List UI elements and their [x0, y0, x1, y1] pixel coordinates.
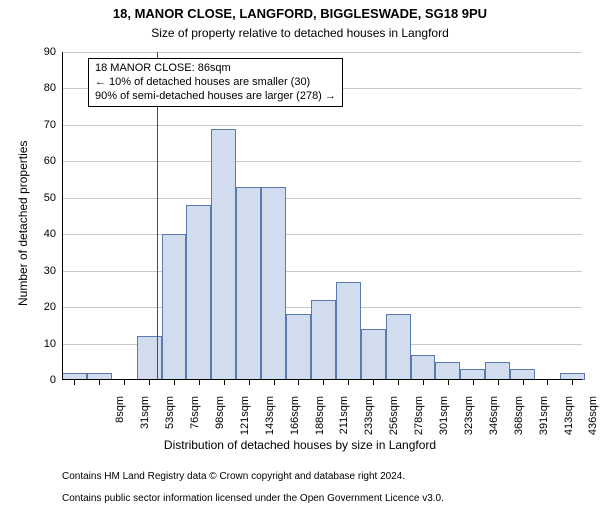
x-tick-mark — [149, 380, 150, 385]
y-tick-label: 0 — [50, 374, 56, 386]
gridline — [62, 125, 582, 126]
x-tick-mark — [99, 380, 100, 385]
histogram-bar — [336, 282, 361, 380]
y-axis-label: Number of detached properties — [16, 141, 30, 306]
x-tick-mark — [74, 380, 75, 385]
x-tick-label: 188sqm — [314, 396, 326, 446]
x-tick-mark — [124, 380, 125, 385]
x-tick-label: 143sqm — [264, 396, 276, 446]
footer-line1: Contains HM Land Registry data © Crown c… — [62, 471, 444, 482]
histogram-plot: 18 MANOR CLOSE: 86sqm ← 10% of detached … — [62, 52, 582, 380]
x-tick-label: 368sqm — [513, 396, 525, 446]
x-tick-mark — [348, 380, 349, 385]
x-tick-mark — [274, 380, 275, 385]
x-tick-mark — [224, 380, 225, 385]
y-tick-label: 60 — [44, 155, 56, 167]
x-tick-mark — [423, 380, 424, 385]
info-line-size: 18 MANOR CLOSE: 86sqm — [95, 62, 336, 76]
x-tick-mark — [323, 380, 324, 385]
x-tick-mark — [174, 380, 175, 385]
x-tick-label: 233sqm — [363, 396, 375, 446]
y-tick-label: 30 — [44, 265, 56, 277]
x-tick-label: 413sqm — [563, 396, 575, 446]
y-tick-label: 90 — [44, 46, 56, 58]
y-tick-label: 10 — [44, 338, 56, 350]
histogram-bar — [211, 129, 236, 380]
x-tick-label: 323sqm — [463, 396, 475, 446]
y-tick-label: 40 — [44, 228, 56, 240]
x-axis-line — [62, 379, 582, 380]
histogram-bar — [186, 205, 211, 380]
histogram-bar — [162, 234, 187, 380]
x-tick-label: 278sqm — [413, 396, 425, 446]
x-tick-label: 436sqm — [587, 396, 599, 446]
gridline — [62, 234, 582, 235]
x-tick-label: 31sqm — [139, 396, 151, 446]
footer-attribution: Contains HM Land Registry data © Crown c… — [62, 460, 444, 515]
x-tick-mark — [249, 380, 250, 385]
x-tick-mark — [199, 380, 200, 385]
gridline — [62, 161, 582, 162]
info-line-smaller: ← 10% of detached houses are smaller (30… — [95, 76, 336, 90]
x-tick-label: 256sqm — [388, 396, 400, 446]
x-tick-label: 8sqm — [114, 396, 126, 446]
histogram-bar — [485, 362, 510, 380]
x-tick-label: 166sqm — [289, 396, 301, 446]
histogram-bar — [261, 187, 286, 380]
histogram-bar — [361, 329, 386, 380]
x-tick-label: 346sqm — [488, 396, 500, 446]
x-tick-mark — [572, 380, 573, 385]
x-tick-mark — [298, 380, 299, 385]
histogram-bar — [286, 314, 311, 380]
x-tick-mark — [547, 380, 548, 385]
gridline — [62, 198, 582, 199]
x-tick-mark — [373, 380, 374, 385]
gridline — [62, 271, 582, 272]
histogram-bar — [311, 300, 336, 380]
gridline — [62, 52, 582, 53]
histogram-bar — [411, 355, 436, 381]
info-box: 18 MANOR CLOSE: 86sqm ← 10% of detached … — [88, 58, 343, 107]
footer-line2: Contains public sector information licen… — [62, 493, 444, 504]
histogram-bar — [236, 187, 261, 380]
x-tick-label: 301sqm — [438, 396, 450, 446]
y-tick-label: 20 — [44, 301, 56, 313]
x-tick-mark — [398, 380, 399, 385]
x-tick-mark — [523, 380, 524, 385]
x-tick-label: 211sqm — [338, 396, 350, 446]
chart-title-address: 18, MANOR CLOSE, LANGFORD, BIGGLESWADE, … — [0, 6, 600, 21]
info-line-larger: 90% of semi-detached houses are larger (… — [95, 90, 336, 104]
x-tick-mark — [473, 380, 474, 385]
x-tick-label: 53sqm — [164, 396, 176, 446]
y-tick-label: 70 — [44, 119, 56, 131]
x-tick-label: 76sqm — [189, 396, 201, 446]
chart-subtitle: Size of property relative to detached ho… — [0, 26, 600, 40]
x-tick-label: 391sqm — [538, 396, 550, 446]
x-tick-label: 121sqm — [239, 396, 251, 446]
histogram-bar — [435, 362, 460, 380]
x-tick-mark — [498, 380, 499, 385]
y-tick-label: 50 — [44, 192, 56, 204]
y-tick-label: 80 — [44, 82, 56, 94]
y-axis-line — [62, 52, 63, 380]
x-tick-mark — [448, 380, 449, 385]
x-tick-label: 98sqm — [214, 396, 226, 446]
histogram-bar — [386, 314, 411, 380]
